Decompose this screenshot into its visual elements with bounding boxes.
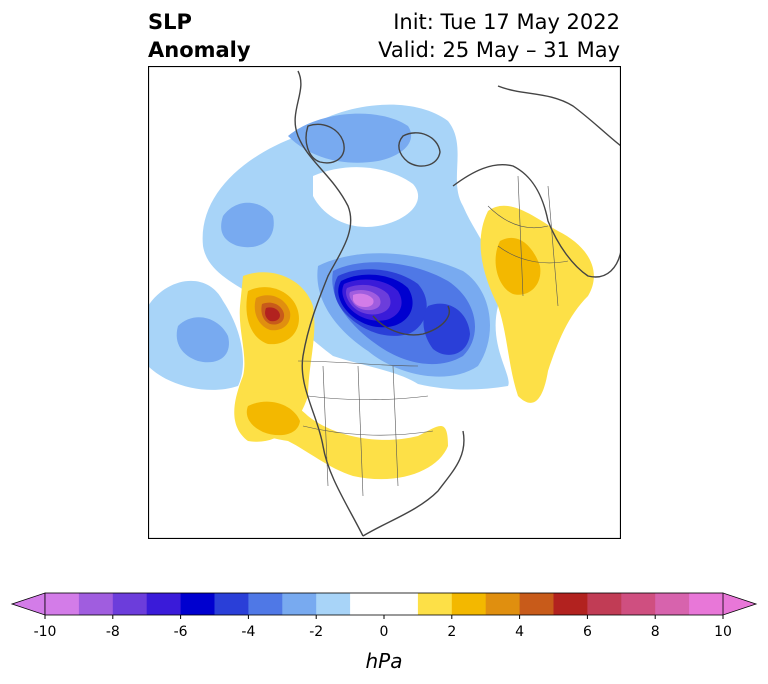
colorbar-segment: [417, 593, 453, 615]
colorbar-tick-label: 8: [651, 624, 660, 640]
colorbar-segment: [78, 593, 114, 615]
date-info: Init: Tue 17 May 2022 Valid: 25 May – 31…: [378, 8, 620, 64]
colorbar-segment: [655, 593, 690, 615]
colorbar-tick-label: 0: [380, 624, 389, 640]
colorbar-tick-label: -8: [106, 624, 120, 640]
colorbar-over-extension: [722, 592, 758, 616]
map-title: SLP Anomaly: [148, 8, 251, 64]
colorbar-segment: [451, 593, 487, 615]
title-line-1: SLP: [148, 10, 192, 34]
colorbar-segment: [689, 593, 724, 615]
colorbar-segment: [180, 593, 215, 615]
negative-anomaly-contours: [148, 104, 509, 390]
colorbar-unit-label: hPa: [366, 649, 403, 673]
colorbar-segment: [214, 593, 249, 615]
colorbar-segment: [621, 593, 656, 615]
colorbar-tick-label: -4: [241, 624, 255, 640]
colorbar-segment: [146, 593, 181, 615]
colorbar-tick-label: 2: [447, 624, 456, 640]
valid-date-range: Valid: 25 May – 31 May: [378, 38, 620, 62]
init-date: Init: Tue 17 May 2022: [393, 10, 620, 34]
coastlines: [294, 70, 621, 537]
colorbar-segment: [587, 593, 622, 615]
colorbar-segment: [282, 593, 317, 615]
colorbar-tick-label: 6: [583, 624, 592, 640]
slp-anomaly-map: [148, 66, 621, 539]
colorbar-segment: [112, 593, 148, 615]
colorbar-segments: [10, 592, 758, 616]
political-borders: [297, 175, 569, 497]
colorbar: -10 -8 -6 -4 -2 0 2 4 6 8 10 hPa: [10, 592, 758, 673]
colorbar-ticks: -10 -8 -6 -4 -2 0 2 4 6 8 10: [34, 615, 732, 640]
colorbar-segment: [248, 593, 283, 615]
colorbar-segment: [553, 593, 588, 615]
colorbar-tick-label: 4: [515, 624, 524, 640]
colorbar-segment: [45, 593, 80, 615]
colorbar-segment: [384, 593, 419, 615]
colorbar-tick-label: -10: [34, 624, 57, 640]
colorbar-tick-label: -6: [174, 624, 188, 640]
colorbar-segment: [316, 593, 351, 615]
colorbar-tick-label: -2: [309, 624, 323, 640]
colorbar-tick-label: 10: [714, 624, 732, 640]
colorbar-segment: [519, 593, 554, 615]
colorbar-under-extension: [10, 592, 46, 616]
colorbar-segment: [485, 593, 520, 615]
title-line-2: Anomaly: [148, 38, 251, 62]
colorbar-segment: [350, 593, 385, 615]
